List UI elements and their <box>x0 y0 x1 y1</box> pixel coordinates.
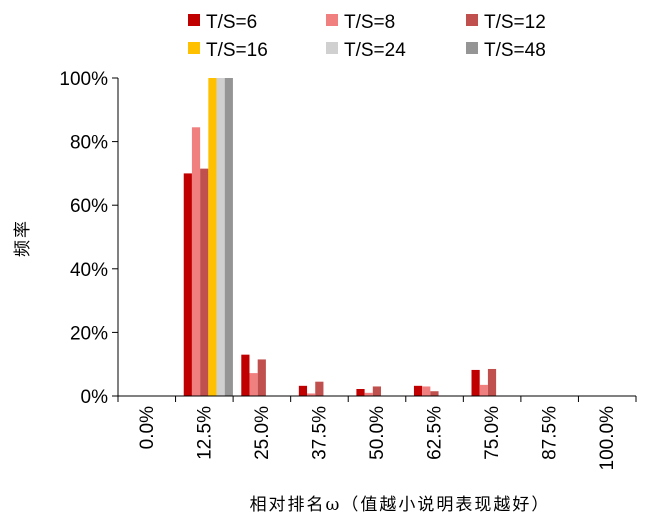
legend-swatch <box>466 14 478 26</box>
bar <box>249 373 258 396</box>
bar <box>315 381 324 396</box>
bar <box>479 384 488 396</box>
y-tick-label: 80% <box>70 133 108 154</box>
y-tick-label: 100% <box>59 69 108 90</box>
legend-swatch <box>188 14 200 26</box>
bar <box>372 386 381 396</box>
bar <box>413 385 423 396</box>
legend-label: T/S=48 <box>484 40 546 61</box>
x-tick-label: 75.0% <box>482 406 503 460</box>
y-tick-label: 60% <box>70 196 108 217</box>
bar <box>356 389 365 396</box>
bar <box>216 78 225 396</box>
x-axis-title: 相对排名ω（值越小说明表现越好） <box>250 495 551 515</box>
x-tick-label: 100.0% <box>597 406 618 471</box>
legend-label: T/S=6 <box>206 12 257 33</box>
x-tick-label: 50.0% <box>367 406 388 460</box>
bar <box>183 173 192 396</box>
legend-swatch <box>326 42 338 54</box>
bar <box>471 369 480 396</box>
x-axis: 0.0% 12.5% 25.0% 37.5% 50.0% 62.5% 75.0% 87.5% 1… <box>117 395 637 471</box>
x-tick-label: 25.0% <box>252 406 273 460</box>
x-tick-label: 87.5% <box>540 406 561 460</box>
bar <box>307 393 316 396</box>
bar <box>191 127 201 396</box>
y-tick-label: 20% <box>70 323 108 344</box>
bar <box>257 359 266 396</box>
bar <box>487 368 497 396</box>
x-tick-label: 0.0% <box>137 406 158 449</box>
bar <box>298 385 308 396</box>
legend: T/S=6 T/S=8 T/S=12 T/S=16 T/S=24 T/S=48 <box>188 12 546 61</box>
x-tick-label: 12.5% <box>194 406 215 460</box>
y-tick-label: 40% <box>70 260 108 281</box>
legend-label: T/S=24 <box>344 40 406 61</box>
legend-label: T/S=8 <box>344 12 395 33</box>
y-axis-title: 频率 <box>13 219 33 257</box>
bars <box>183 78 497 396</box>
bar <box>208 78 217 396</box>
bar <box>364 392 373 396</box>
legend-label: T/S=16 <box>206 40 268 61</box>
bar <box>430 391 439 396</box>
y-tick-label: 0% <box>81 387 109 408</box>
y-axis: 0% 20% 40% 60% 80% 100% <box>59 69 119 408</box>
legend-swatch <box>466 42 478 54</box>
legend-swatch <box>326 14 338 26</box>
bar <box>224 78 233 396</box>
bar <box>422 386 431 396</box>
legend-swatch <box>188 42 200 54</box>
bar <box>241 354 250 396</box>
bar <box>200 168 209 396</box>
x-tick-label: 37.5% <box>309 406 330 460</box>
x-tick-label: 62.5% <box>425 406 446 460</box>
legend-label: T/S=12 <box>484 12 546 33</box>
